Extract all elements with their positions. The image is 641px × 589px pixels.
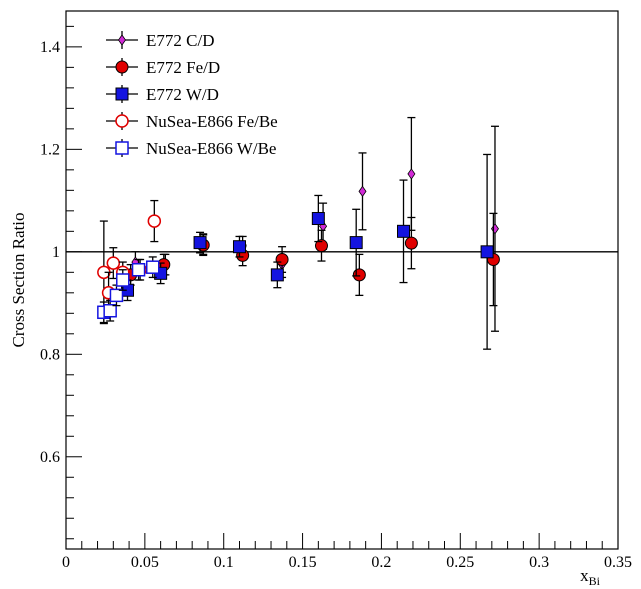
plot-area [65,10,619,550]
series-e772-w-d [121,153,494,350]
data-point [116,273,130,287]
legend-label: NuSea-E866 W/Be [146,139,276,158]
legend-label: E772 Fe/D [146,58,220,77]
legend-label: NuSea-E866 Fe/Be [146,112,278,131]
y-tick-label: 0.8 [40,346,60,363]
data-point [103,303,117,318]
x-axis-label: xBi [580,566,601,588]
axis-ticks: 0 0.05 0.1 0.15 0.2 0.25 0.3 0.35 0.6 0.8 1 1.2 1.4 [40,25,632,571]
data-point [407,168,416,180]
y-tick-label: 1.4 [40,39,60,56]
data-point [404,236,418,250]
x-tick-label: 0.2 [371,554,391,571]
legend-marker [118,34,126,46]
data-marks [97,116,500,350]
legend: E772 C/D E772 Fe/D E772 W/D NuSea-E866 Fe/B… [106,31,278,158]
data-point [106,256,121,270]
legend-marker [115,87,129,101]
x-tick-label: 0.1 [214,554,234,571]
series-nusea-e866-fe-be [97,199,162,325]
data-point [358,185,367,198]
data-point [397,224,411,238]
data-point [145,260,160,274]
legend-marker [115,114,129,128]
y-axis-label: Cross Section Ratio [9,212,28,347]
data-point [131,263,146,277]
data-point [109,288,124,303]
data-point [349,236,363,250]
series-nusea-e866-w-be [97,256,160,324]
legend-marker [115,60,129,74]
x-axis-label-main: x [580,566,589,585]
data-point [480,245,494,259]
x-tick-label: 0.05 [131,554,159,571]
data-point [311,212,325,226]
data-point [147,214,162,228]
legend-label: E772 W/D [146,85,219,104]
x-tick-label: 0.35 [604,554,632,571]
x-tick-label: 0 [62,554,70,571]
y-tick-label: 1 [52,244,60,261]
data-point [270,268,284,282]
y-tick-label: 1.2 [40,141,60,158]
data-point [232,240,246,254]
y-tick-label: 0.6 [40,449,60,466]
legend-marker [115,141,129,155]
x-tick-label: 0.3 [529,554,549,571]
data-point [314,239,328,253]
data-point [193,236,207,250]
x-axis-label-subscript: Bi [589,574,601,588]
data-point [352,268,366,282]
x-tick-label: 0.15 [289,554,317,571]
x-tick-label: 0.25 [446,554,474,571]
legend-label: E772 C/D [146,31,214,50]
